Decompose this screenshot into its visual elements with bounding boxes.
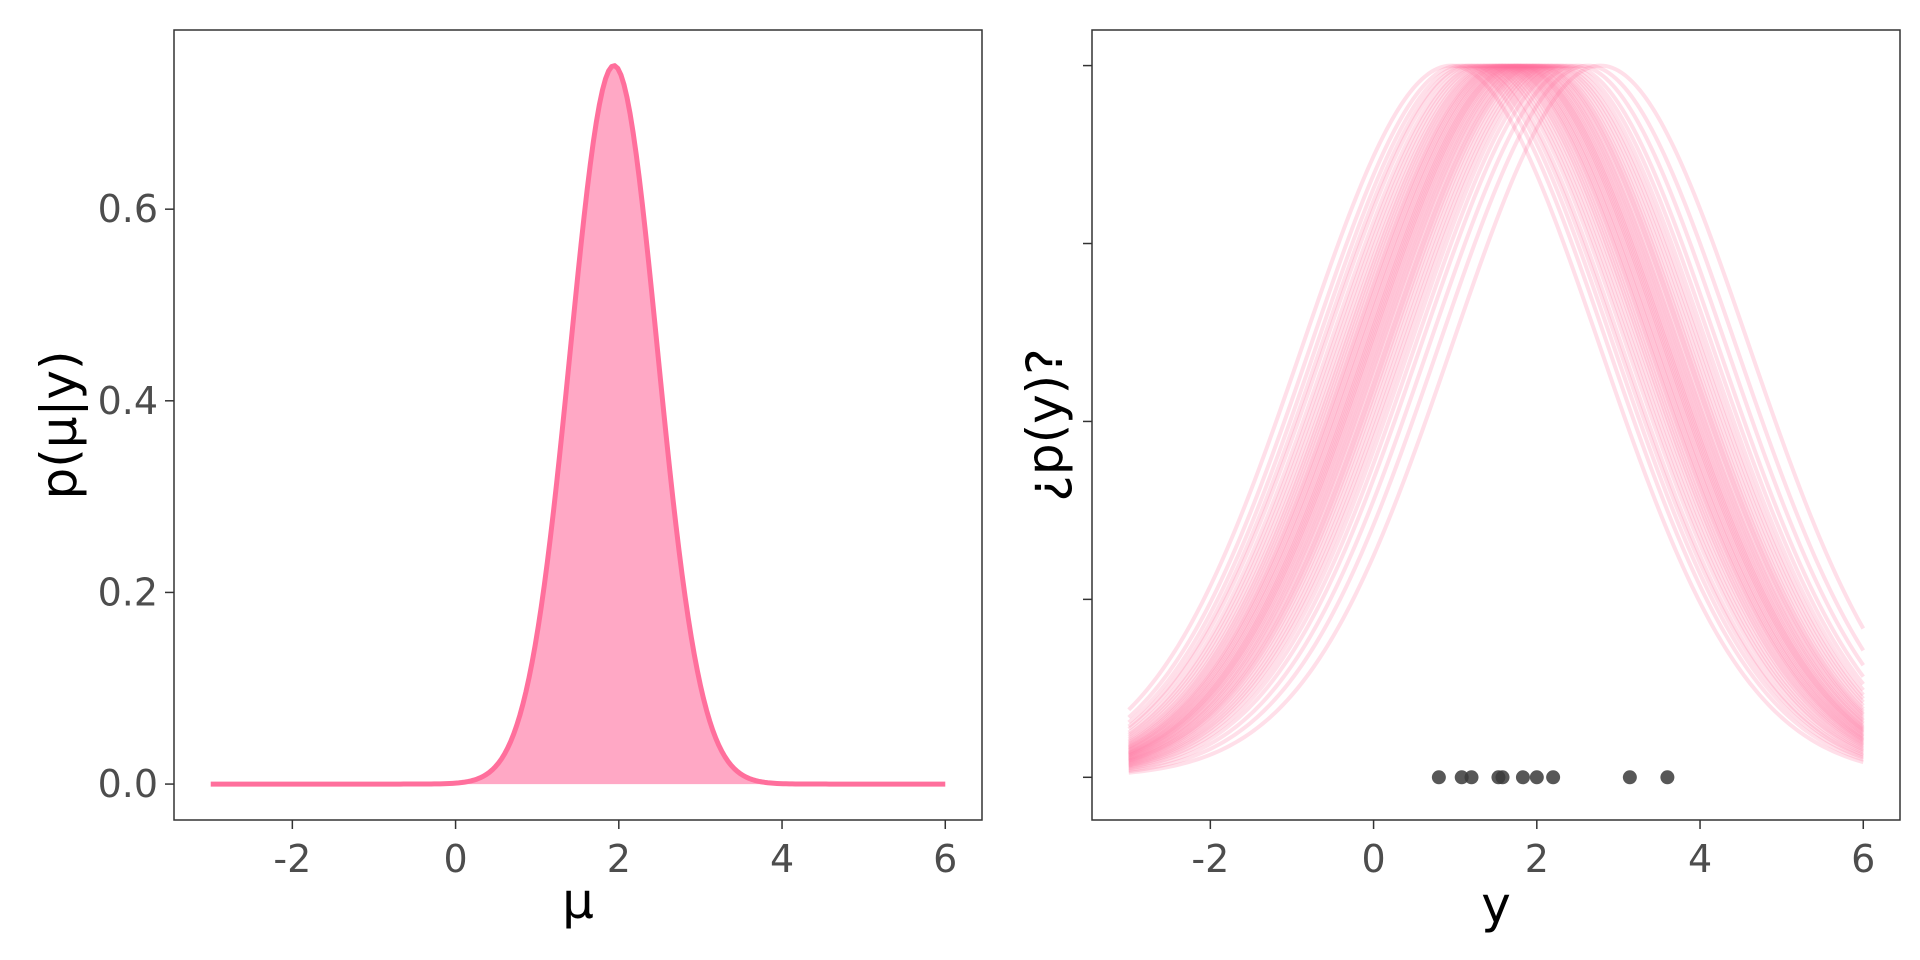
right-x-axis-title: y — [1481, 876, 1511, 934]
left-plot-marks — [210, 63, 946, 787]
left-y-tick-label: 0.0 — [98, 762, 158, 806]
predictive-curve — [1128, 63, 1865, 760]
predictive-curve — [1127, 63, 1865, 750]
left-y-tick-label: 0.2 — [98, 570, 158, 614]
observed-point — [1622, 770, 1637, 785]
predictive-curve — [1128, 63, 1865, 763]
predictive-curve — [1128, 63, 1865, 770]
predictive-curve — [1128, 63, 1865, 764]
predictive-curve — [1128, 63, 1865, 761]
predictive-curve — [1127, 63, 1865, 757]
predictive-curve — [1127, 63, 1865, 756]
predictive-curve — [1127, 63, 1865, 750]
predictive-curve — [1127, 63, 1865, 756]
observed-point — [1529, 770, 1544, 785]
right-y-axis — [1083, 64, 1092, 779]
predictive-curve — [1127, 63, 1864, 765]
predictive-curve — [1128, 63, 1865, 772]
observed-point — [1495, 770, 1510, 785]
right-panel-border — [1091, 29, 1901, 821]
predictive-curve — [1127, 63, 1865, 752]
right-x-tick-label: 0 — [1361, 837, 1385, 881]
predictive-curve — [1128, 63, 1865, 769]
left-x-tick-label: 6 — [933, 837, 957, 881]
left-x-axis: -2 0 2 4 6 — [273, 820, 957, 881]
posterior-density-area — [210, 65, 946, 785]
predictive-curve — [1128, 63, 1865, 766]
left-panel-border — [173, 29, 983, 821]
predictive-curve — [1128, 63, 1865, 759]
predictive-curve — [1128, 63, 1865, 768]
predictive-curve — [1127, 63, 1865, 754]
predictive-curve — [1127, 63, 1865, 749]
predictive-curve — [1127, 63, 1865, 747]
predictive-curve — [1127, 63, 1865, 752]
predictive-curve — [1127, 63, 1865, 747]
predictive-curve — [1128, 63, 1865, 765]
left-y-tick-label: 0.4 — [98, 379, 158, 423]
right-x-axis: -2 0 2 4 6 — [1191, 820, 1875, 881]
right-x-tick-label: 4 — [1688, 837, 1712, 881]
predictive-curve — [1127, 63, 1865, 757]
predictive-curve — [1128, 63, 1866, 775]
left-y-tick-label: 0.6 — [98, 187, 158, 231]
predictive-curve — [1127, 63, 1865, 758]
right-x-tick-label: -2 — [1191, 837, 1229, 881]
right-panel: -2 0 2 4 6 y ¿p(y)? — [1016, 29, 1901, 934]
predictive-curve — [1128, 63, 1865, 774]
right-x-tick-label: 2 — [1525, 837, 1549, 881]
left-x-axis-title: μ — [562, 872, 594, 930]
predictive-curve — [1128, 63, 1865, 762]
predictive-curve — [1128, 63, 1865, 771]
posterior-density-line — [210, 63, 946, 787]
left-y-axis-title: p(μ|y) — [30, 351, 88, 500]
right-x-tick-label: 6 — [1851, 837, 1875, 881]
predictive-curve — [1128, 63, 1865, 763]
predictive-curve — [1127, 63, 1865, 754]
left-panel: -2 0 2 4 6 0.0 0.2 0.4 0.6 μ p(μ|y) — [30, 29, 983, 930]
observed-point — [1660, 770, 1675, 785]
predictive-curve — [1128, 63, 1865, 758]
predictive-curve — [1127, 63, 1865, 752]
observed-point — [1431, 770, 1446, 785]
left-y-axis: 0.0 0.2 0.4 0.6 — [98, 187, 174, 806]
observed-point — [1464, 770, 1479, 785]
observed-point — [1515, 770, 1530, 785]
predictive-curve — [1127, 63, 1865, 746]
predictive-curve — [1127, 63, 1865, 749]
predictive-curve — [1127, 63, 1864, 760]
left-x-tick-label: 2 — [607, 837, 631, 881]
predictive-curve — [1127, 63, 1865, 755]
observed-point — [1454, 770, 1469, 785]
predictive-curve — [1128, 63, 1865, 767]
left-x-tick-label: -2 — [273, 837, 311, 881]
left-x-tick-label: 4 — [770, 837, 794, 881]
right-y-axis-title: ¿p(y)? — [1016, 348, 1074, 501]
predictive-curve — [1128, 63, 1865, 761]
predictive-curve — [1127, 63, 1865, 755]
right-plot-marks — [1127, 63, 1866, 785]
predictive-curve — [1128, 63, 1865, 767]
predictive-curve — [1127, 63, 1864, 762]
predictive-curve — [1127, 63, 1865, 750]
observed-point — [1546, 770, 1561, 785]
predictive-curve — [1127, 63, 1865, 753]
left-x-tick-label: 0 — [443, 837, 467, 881]
predictive-curve — [1127, 63, 1864, 758]
